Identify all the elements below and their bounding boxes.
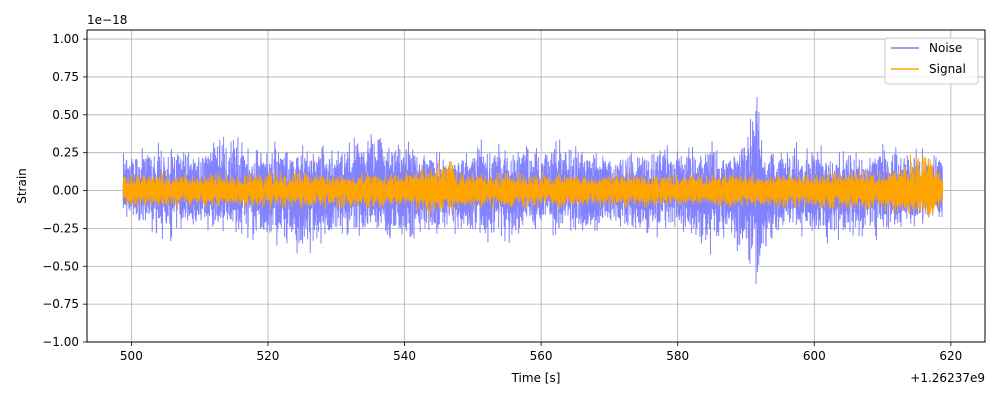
y-axis-label: Strain <box>15 168 29 204</box>
y-tick-label: 1.00 <box>52 32 79 46</box>
y-axis: −1.00 −0.75 −0.50 −0.25 0.00 0.25 0.50 0.75 1.00 <box>42 32 87 349</box>
y-tick-label: −0.50 <box>42 259 79 273</box>
plot-frame <box>86 29 986 343</box>
y-tick-label: 0.50 <box>52 108 79 122</box>
y-tick-label: −1.00 <box>42 335 79 349</box>
x-tick-label: 540 <box>393 349 416 363</box>
signal-series <box>122 154 944 219</box>
series-layer <box>122 96 944 285</box>
x-tick-label: 600 <box>803 349 826 363</box>
x-axis-label: Time [s] <box>511 371 561 385</box>
x-offset-label: +1.26237e9 <box>910 371 985 385</box>
y-tick-label: −0.75 <box>42 297 79 311</box>
y-tick-label: 0.75 <box>52 70 79 84</box>
legend-signal-label: Signal <box>929 62 966 76</box>
signal-line <box>122 154 944 219</box>
y-tick-label: 0.00 <box>52 184 79 198</box>
y-tick-label: 0.25 <box>52 146 79 160</box>
legend: Noise Signal <box>884 37 979 85</box>
y-tick-label: −0.25 <box>42 221 79 235</box>
legend-box <box>884 37 979 85</box>
x-tick-label: 500 <box>120 349 143 363</box>
x-tick-label: 580 <box>666 349 689 363</box>
y-scale-label: 1e−18 <box>87 13 127 27</box>
x-tick-label: 620 <box>939 349 962 363</box>
legend-noise-label: Noise <box>929 41 962 55</box>
x-tick-label: 560 <box>530 349 553 363</box>
x-axis: 500 520 540 560 580 600 620 <box>120 342 962 363</box>
x-tick-label: 520 <box>257 349 280 363</box>
